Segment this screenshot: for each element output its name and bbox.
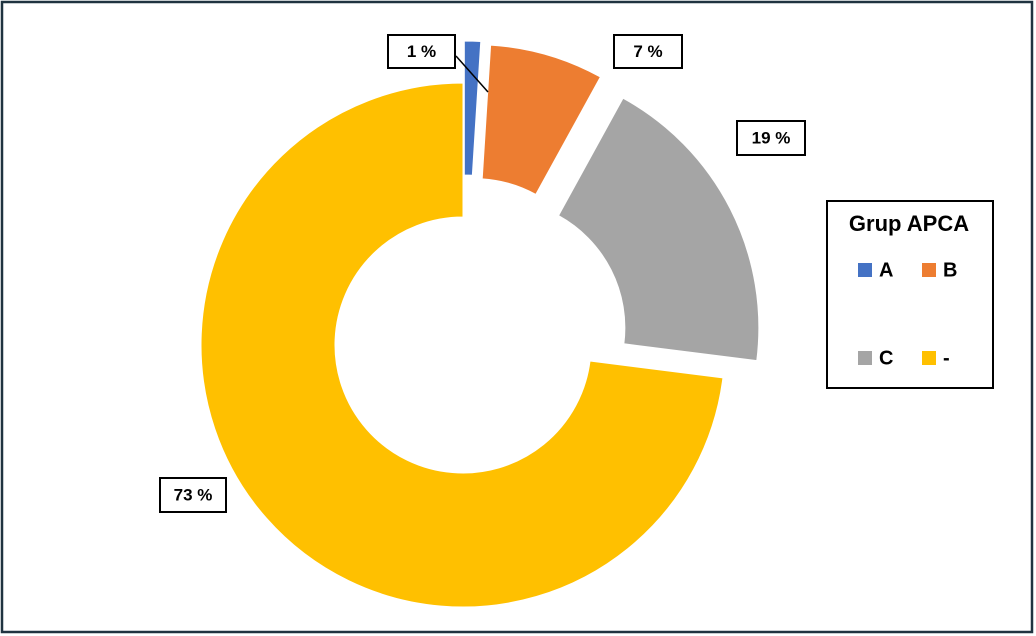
legend-label: A: [879, 259, 893, 281]
slices: [200, 40, 760, 608]
value-labels: 1 % 7 % 19 % 73 %: [159, 34, 806, 513]
legend-title: Grup APCA: [849, 211, 969, 236]
value-label-box: [613, 34, 683, 69]
value-label: 1 %: [407, 42, 436, 61]
donut-slice: [557, 97, 760, 362]
value-label: 19 %: [752, 128, 791, 147]
legend-swatch: [922, 263, 936, 277]
legend-label: B: [943, 259, 957, 281]
value-label: 7 %: [633, 42, 662, 61]
legend: Grup APCA: [826, 200, 994, 389]
legend-label: C: [879, 347, 893, 369]
legend-swatch: [922, 351, 936, 365]
donut-slice: [481, 44, 602, 196]
legend-label: -: [943, 347, 950, 369]
legend-swatch: [858, 263, 872, 277]
value-label-box: [387, 34, 456, 69]
leader-line: [455, 55, 489, 93]
legend-items: A B C -: [858, 259, 957, 369]
legend-swatch: [858, 351, 872, 365]
value-label-box: [736, 120, 806, 156]
donut-slice: [463, 40, 482, 176]
donut-slice: [200, 82, 724, 608]
value-label: 73 %: [174, 485, 213, 504]
legend-box: [826, 200, 994, 389]
value-label-box: [159, 477, 227, 513]
